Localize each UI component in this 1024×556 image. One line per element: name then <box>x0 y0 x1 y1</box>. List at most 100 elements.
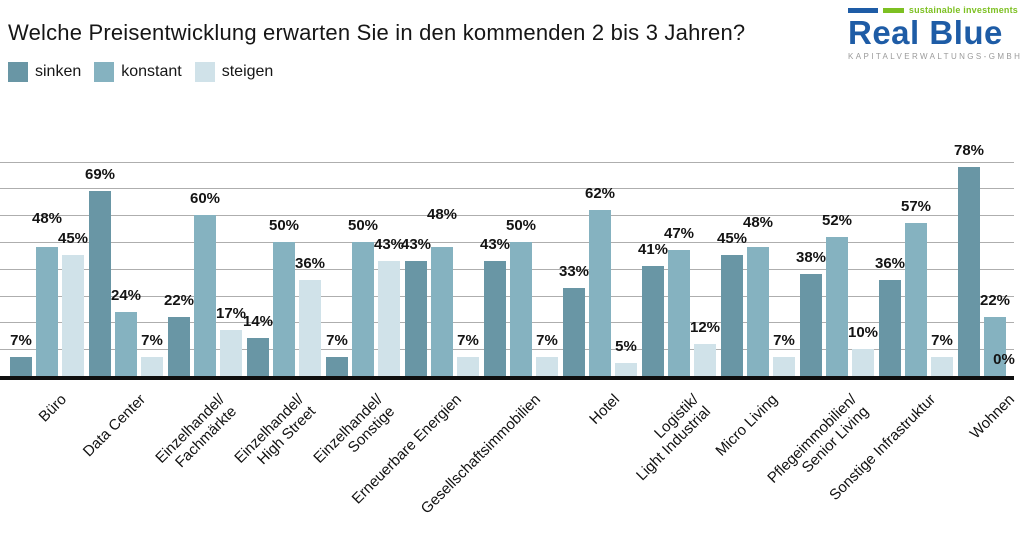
bar-steigen <box>457 357 479 376</box>
bar-konstant <box>589 209 611 376</box>
value-label-konstant: 48% <box>31 210 63 228</box>
value-label-steigen: 7% <box>536 332 558 350</box>
bar-sinken <box>958 166 980 376</box>
value-label-konstant: 50% <box>347 217 379 234</box>
value-label-sinken: 14% <box>242 313 274 331</box>
legend-label-steigen: steigen <box>221 63 274 80</box>
bar-konstant <box>273 242 295 376</box>
legend-item-sinken: sinken <box>8 62 81 82</box>
bar-sinken <box>879 279 901 376</box>
value-label-steigen: 0% <box>993 351 1015 368</box>
category-label: Gesellschaftsimmobilien <box>417 391 545 518</box>
bar-konstant <box>194 215 216 376</box>
gridline <box>0 349 1014 351</box>
bar-sinken <box>89 191 111 376</box>
legend-swatch-steigen-icon <box>194 62 215 82</box>
bar-steigen <box>62 255 84 376</box>
value-label-sinken: 33% <box>558 262 590 280</box>
bar-konstant <box>352 242 374 376</box>
x-axis-line <box>0 376 1014 380</box>
gridline <box>0 322 1014 324</box>
bar-steigen <box>694 343 716 376</box>
bar-steigen <box>220 330 242 376</box>
bar-sinken <box>721 255 743 376</box>
value-label-steigen: 7% <box>773 332 795 350</box>
bar-steigen <box>536 357 558 376</box>
bar-steigen <box>931 357 953 376</box>
value-label-sinken: 41% <box>637 241 669 259</box>
bar-steigen <box>852 349 874 376</box>
value-label-konstant: 47% <box>663 225 695 243</box>
gridline <box>0 242 1014 243</box>
bar-sinken <box>642 266 664 376</box>
logo-blue-dash-icon <box>848 7 878 13</box>
logo-green-dash-icon <box>882 7 904 13</box>
category-label: Hotel <box>586 391 624 428</box>
value-label-sinken: 69% <box>84 166 116 184</box>
category-label: Wohnen <box>966 391 1019 443</box>
bar-konstant <box>747 247 769 376</box>
value-label-steigen: 7% <box>457 332 479 350</box>
value-label-sinken: 7% <box>10 332 32 350</box>
value-label-konstant: 48% <box>426 206 458 224</box>
bar-sinken <box>247 338 269 376</box>
legend-item-steigen: steigen <box>194 62 274 82</box>
value-label-steigen: 12% <box>689 318 721 336</box>
value-label-sinken: 78% <box>953 141 985 159</box>
value-label-sinken: 22% <box>163 292 195 310</box>
bar-konstant <box>984 317 1006 376</box>
value-label-konstant: 22% <box>979 292 1011 310</box>
logo-subtitle: KAPITALVERWALTUNGS-GMBH <box>848 52 1023 61</box>
value-label-steigen: 10% <box>847 324 879 342</box>
legend-label-sinken: sinken <box>35 63 82 80</box>
bar-sinken <box>563 287 585 376</box>
gridline <box>0 295 1014 297</box>
logo-tagline: sustainable investments <box>908 5 1018 15</box>
value-label-steigen: 7% <box>141 332 163 350</box>
bar-steigen <box>141 357 163 376</box>
bar-steigen <box>615 362 637 376</box>
bar-konstant <box>431 247 453 376</box>
legend-item-konstant: konstant <box>94 62 182 82</box>
value-label-sinken: 43% <box>479 235 511 253</box>
bar-konstant <box>510 242 532 376</box>
value-label-steigen: 43% <box>373 235 405 253</box>
gridline <box>0 268 1014 270</box>
value-label-sinken: 43% <box>400 235 432 253</box>
value-label-steigen: 36% <box>294 254 326 272</box>
value-label-konstant: 50% <box>505 217 537 234</box>
bar-konstant <box>905 223 927 376</box>
value-label-konstant: 24% <box>110 286 142 304</box>
value-label-konstant: 48% <box>742 214 774 232</box>
value-label-steigen: 5% <box>615 337 637 355</box>
real-blue-logo: sustainable investments Real Blue KAPITA… <box>848 5 1023 61</box>
chart-title: Welche Preisentwicklung erwarten Sie in … <box>8 20 746 45</box>
value-label-konstant: 57% <box>900 198 932 216</box>
bar-konstant <box>826 236 848 376</box>
bar-steigen <box>299 279 321 376</box>
logo-name: Real Blue <box>848 14 1003 51</box>
value-label-sinken: 7% <box>326 332 348 350</box>
gridline <box>0 215 1014 217</box>
value-label-konstant: 50% <box>268 217 300 234</box>
chart-legend: sinken konstant steigen <box>8 62 273 82</box>
legend-swatch-sinken-icon <box>8 62 28 82</box>
bar-sinken <box>405 260 427 376</box>
bar-sinken <box>168 317 190 376</box>
value-label-konstant: 60% <box>189 190 221 208</box>
gridline <box>0 188 1014 190</box>
legend-label-konstant: konstant <box>121 63 182 80</box>
bar-sinken <box>326 357 348 376</box>
value-label-konstant: 62% <box>584 184 616 202</box>
bar-sinken <box>484 260 506 376</box>
logo-dash-row: sustainable investments <box>848 5 1018 15</box>
bar-sinken <box>800 274 822 376</box>
value-label-sinken: 45% <box>716 230 748 248</box>
gridline <box>0 161 1014 163</box>
bar-konstant <box>115 311 137 376</box>
value-label-konstant: 52% <box>821 211 853 229</box>
bar-konstant <box>36 247 58 376</box>
legend-swatch-konstant-icon <box>94 62 115 82</box>
